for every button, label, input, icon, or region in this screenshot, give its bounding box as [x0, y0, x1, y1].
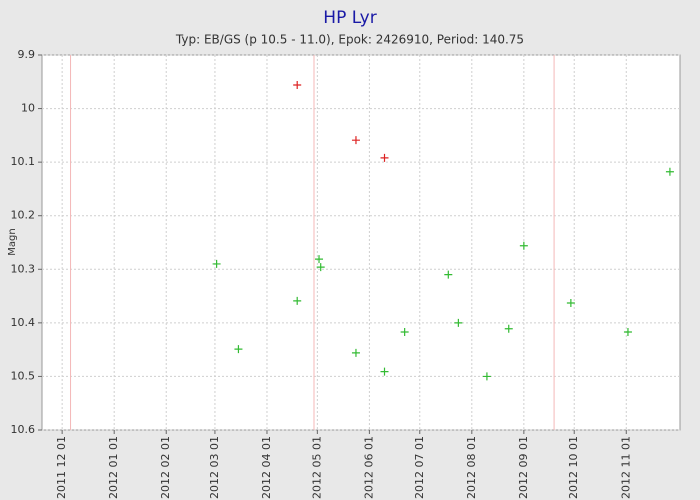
y-tick-label: 10.1 — [11, 155, 36, 168]
data-point — [665, 167, 674, 176]
y-tick-label: 10 — [21, 102, 35, 115]
data-point — [351, 136, 360, 145]
data-point — [316, 263, 325, 272]
x-tick-label: 2012 03 01 — [208, 436, 221, 499]
x-tick-label: 2012 09 01 — [517, 436, 530, 499]
y-tick-label: 10.4 — [11, 316, 36, 329]
y-tick-label: 10.2 — [11, 209, 36, 222]
data-point — [212, 259, 221, 268]
data-point — [482, 372, 491, 381]
data-point — [400, 327, 409, 336]
data-point — [444, 270, 453, 279]
x-tick-label: 2012 06 01 — [362, 436, 375, 499]
x-tick-label: 2012 11 01 — [619, 436, 632, 499]
data-point — [519, 241, 528, 250]
x-tick-label: 2012 02 01 — [159, 436, 172, 499]
data-point — [315, 255, 324, 264]
x-tick-label: 2011 12 01 — [55, 436, 68, 499]
data-point — [566, 299, 575, 308]
chart-subtitle: Typ: EB/GS (p 10.5 - 11.0), Epok: 242691… — [175, 33, 524, 47]
y-tick-label: 10.5 — [11, 369, 36, 382]
x-tick-label: 2012 05 01 — [310, 436, 323, 499]
y-tick-label: 10.3 — [11, 262, 36, 275]
data-point — [293, 81, 302, 89]
x-tick-label: 2012 08 01 — [465, 436, 478, 499]
y-tick-label: 9.9 — [18, 48, 36, 61]
x-tick-label: 2012 10 01 — [567, 436, 580, 499]
x-tick-label: 2012 04 01 — [260, 436, 273, 499]
data-point — [623, 327, 632, 336]
data-point — [380, 367, 389, 376]
chart-title: HP Lyr — [323, 8, 376, 28]
data-point — [351, 348, 360, 357]
x-tick-label: 2012 07 01 — [413, 436, 426, 499]
data-point — [234, 345, 243, 354]
plot-area — [41, 54, 681, 431]
data-point — [454, 318, 463, 327]
x-tick-label: 2012 01 01 — [107, 436, 120, 499]
data-point — [504, 324, 513, 333]
data-point — [380, 153, 389, 162]
y-tick-label: 10.6 — [11, 423, 36, 436]
y-axis-label: Magn — [7, 228, 18, 255]
data-point — [293, 296, 302, 305]
